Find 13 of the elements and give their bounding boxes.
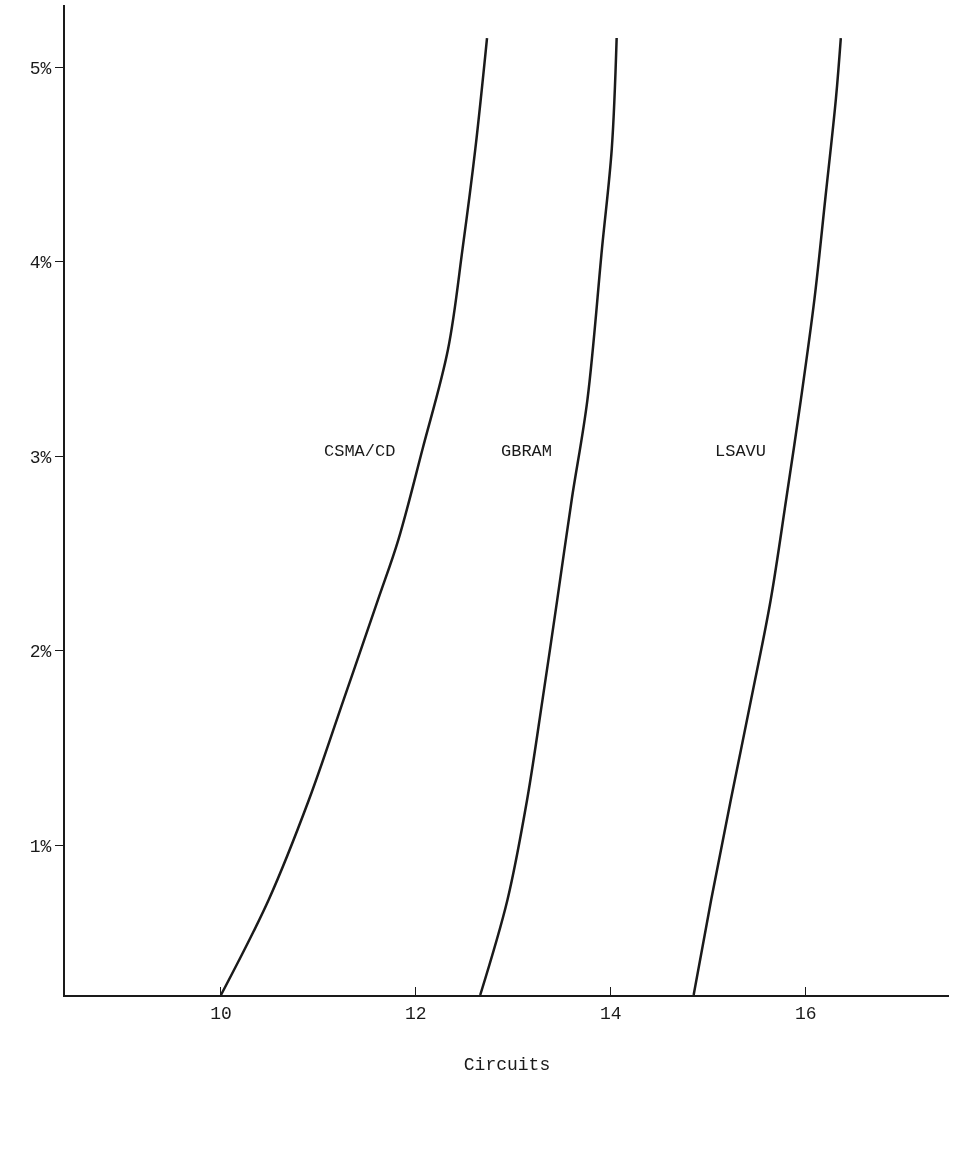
x-tick-label: 12 [405,1003,427,1024]
y-tick-label: 4% [29,253,52,274]
series-label: LSAVU [715,442,767,461]
x-tick-label: 16 [794,1003,817,1024]
series-label: GBRAM [501,442,553,461]
series-label: CSMA/CD [324,442,396,461]
y-tick-label: 5% [29,58,52,79]
x-axis-title: Circuits [463,1055,551,1076]
y-tick-label: 2% [29,642,52,663]
y-tick-label: 3% [29,447,52,468]
x-tick-label: 10 [210,1003,232,1024]
y-tick-label: 1% [29,836,52,857]
x-tick-label: 14 [600,1003,622,1024]
